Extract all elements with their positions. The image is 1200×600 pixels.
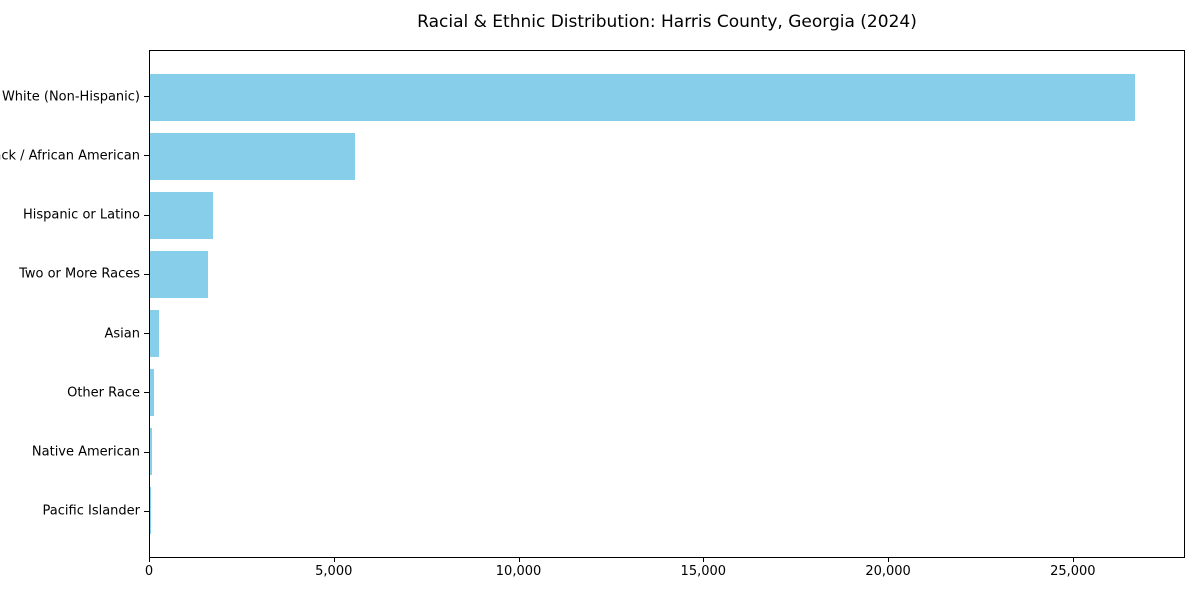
bar-black-african-american[interactable] (150, 132, 356, 181)
y-tick-label: Pacific Islander (42, 503, 140, 519)
x-tick-label: 5,000 (315, 564, 353, 579)
y-tick-mark (144, 451, 149, 453)
bar-other-race[interactable] (150, 368, 155, 417)
y-tick-label: Native American (31, 444, 140, 460)
bar-white-non-hispanic[interactable] (150, 74, 1135, 122)
plot-area (149, 50, 1185, 558)
bar-asian[interactable] (150, 309, 160, 358)
x-tick-mark (518, 558, 520, 562)
y-tick-label: Black / African American (0, 148, 140, 164)
bar-native-american[interactable] (150, 427, 152, 476)
y-tick-mark (144, 155, 149, 157)
y-tick-mark (144, 510, 149, 512)
y-axis-labels: White (Non-Hispanic) Black / African Amer… (0, 50, 140, 558)
x-tick-label: 10,000 (495, 564, 542, 579)
x-tick-mark (703, 558, 705, 562)
x-tick-label: 20,000 (865, 564, 911, 579)
y-tick-label: Asian (104, 326, 140, 342)
y-tick-label: Other Race (67, 385, 140, 401)
y-tick-label: White (Non-Hispanic) (1, 89, 140, 105)
x-tick-mark (149, 558, 150, 562)
y-tick-mark (144, 333, 149, 335)
x-tick-mark (1072, 558, 1074, 562)
x-tick-mark (888, 558, 890, 562)
y-tick-mark (144, 273, 149, 275)
x-axis: 0 5,000 10,000 15,000 20,000 25,000 (145, 557, 1185, 587)
bar-hispanic-or-latino[interactable] (150, 191, 214, 240)
y-axis-tick-marks (144, 50, 149, 558)
x-tick-label: 0 (144, 564, 154, 579)
bar-pacific-islander[interactable] (150, 486, 151, 534)
chart-title: Racial & Ethnic Distribution: Harris Cou… (417, 12, 917, 32)
y-tick-mark (144, 214, 149, 216)
x-tick-label: 25,000 (1050, 564, 1096, 579)
y-tick-label: Hispanic or Latino (22, 207, 140, 223)
y-tick-mark (144, 96, 149, 98)
x-tick-label: 15,000 (680, 564, 727, 579)
y-tick-mark (144, 392, 149, 394)
y-tick-label: Two or More Races (19, 266, 140, 282)
x-tick-mark (333, 558, 335, 562)
bar-two-or-more-races[interactable] (150, 250, 208, 299)
